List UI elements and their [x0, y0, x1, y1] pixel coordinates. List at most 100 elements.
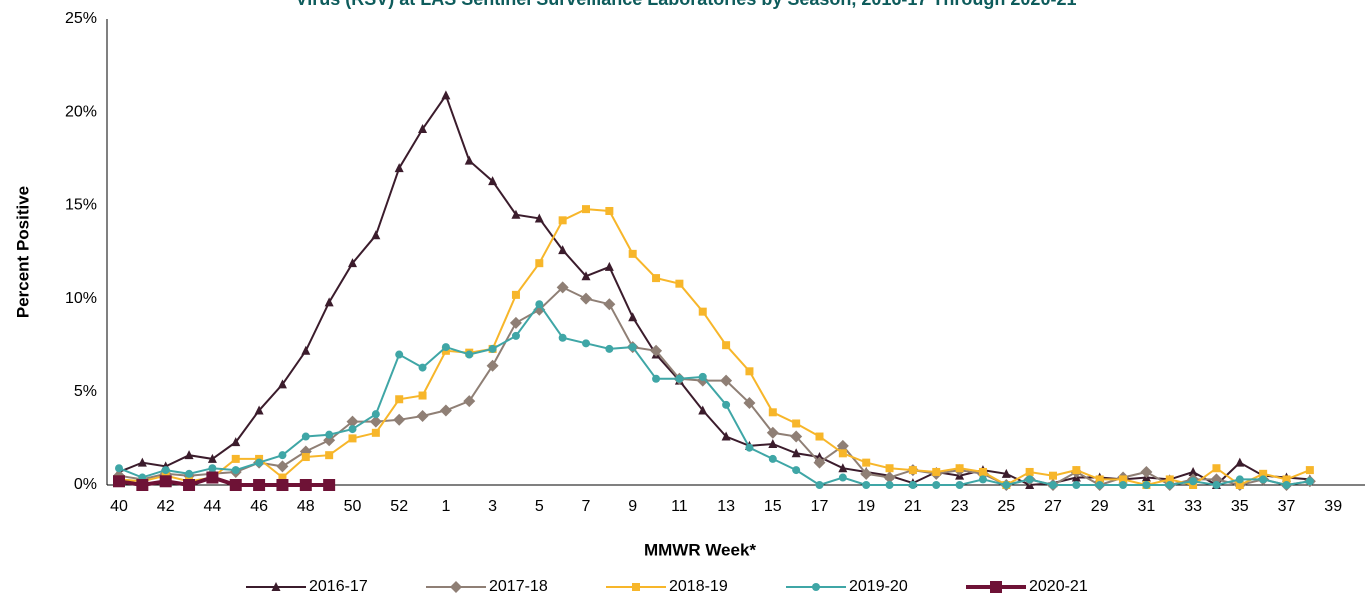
data-point: [348, 434, 357, 443]
data-point: [815, 481, 824, 489]
data-point: [1212, 464, 1221, 473]
data-point: [371, 230, 381, 240]
x-tick-label: 11: [671, 498, 688, 515]
data-point: [628, 343, 637, 352]
x-tick-label: 9: [628, 498, 637, 515]
data-point: [1305, 466, 1314, 475]
data-point: [278, 473, 287, 482]
data-point: [768, 438, 778, 448]
data-point: [558, 216, 567, 225]
data-point: [558, 333, 567, 342]
x-tick-label: 25: [997, 498, 1015, 515]
data-point: [628, 249, 637, 258]
data-point: [185, 469, 194, 478]
data-point: [766, 426, 779, 439]
data-point: [325, 430, 334, 439]
legend-label: 2019-20: [849, 578, 908, 595]
x-tick-label: 7: [582, 498, 591, 515]
data-point: [161, 466, 170, 475]
data-point: [393, 413, 406, 426]
data-point: [1142, 481, 1151, 489]
legend-label: 2017-18: [489, 578, 548, 595]
data-point: [324, 297, 334, 307]
data-point: [488, 176, 498, 186]
chart-title: Virus (RSV) at LAS Sentinel Surveillance…: [296, 0, 1077, 9]
x-tick-label: 19: [857, 498, 875, 515]
data-point: [277, 379, 287, 389]
data-point: [1001, 468, 1011, 478]
data-point: [792, 466, 801, 475]
data-point: [113, 475, 125, 488]
data-point: [1002, 481, 1011, 489]
data-point: [603, 298, 616, 311]
data-point: [932, 467, 941, 476]
data-point: [184, 450, 194, 460]
data-point: [1072, 481, 1081, 489]
data-point: [253, 479, 266, 491]
data-point: [885, 464, 894, 473]
data-point: [1259, 469, 1268, 478]
data-point: [395, 395, 404, 404]
x-tick-label: 5: [535, 498, 544, 515]
data-point: [838, 463, 848, 473]
data-point: [206, 471, 219, 484]
data-point: [745, 443, 754, 452]
data-point: [582, 205, 590, 214]
data-point: [791, 448, 801, 458]
data-point: [394, 163, 404, 173]
data-point: [698, 307, 707, 316]
data-point: [1119, 475, 1128, 484]
data-point: [1259, 475, 1268, 484]
data-point: [745, 367, 754, 376]
x-tick-label: 21: [904, 498, 922, 515]
data-point: [369, 415, 382, 428]
series-line: [118, 302, 1311, 487]
data-point: [720, 374, 733, 387]
data-point: [838, 473, 847, 482]
data-point: [535, 300, 544, 309]
data-point: [229, 479, 242, 491]
data-point: [862, 458, 871, 467]
data-point: [159, 475, 172, 488]
data-point: [346, 415, 359, 428]
x-tick-label: 1: [441, 498, 450, 515]
data-point: [276, 460, 289, 473]
x-tick-label: 39: [1324, 498, 1342, 515]
series-line: [118, 208, 1311, 487]
x-tick-label: 13: [717, 498, 735, 515]
data-point: [836, 439, 849, 452]
data-point: [932, 481, 941, 489]
legend-marker: [632, 583, 640, 591]
data-point: [1188, 466, 1198, 476]
x-tick-label: 29: [1091, 498, 1109, 515]
x-tick-label: 48: [297, 498, 315, 515]
data-point: [486, 359, 499, 372]
data-point: [254, 405, 264, 415]
data-point: [418, 363, 427, 372]
data-point: [722, 341, 731, 350]
data-point: [838, 449, 847, 458]
data-point: [299, 479, 312, 491]
x-tick-label: 52: [390, 498, 408, 515]
data-point: [675, 374, 684, 383]
y-tick-label: 10%: [65, 290, 97, 307]
data-point: [1119, 481, 1128, 489]
data-point: [348, 258, 357, 268]
x-tick-label: 50: [344, 498, 362, 515]
data-point: [511, 209, 521, 219]
data-point: [1282, 475, 1291, 484]
data-point: [301, 453, 310, 462]
data-point: [604, 261, 614, 271]
data-point: [955, 481, 964, 489]
y-axis-title: Percent Positive: [13, 186, 32, 318]
data-point: [558, 245, 568, 255]
data-point: [231, 437, 241, 447]
data-point: [439, 404, 452, 417]
series-line: [118, 286, 1311, 487]
x-tick-label: 27: [1044, 498, 1062, 515]
data-point: [136, 479, 149, 491]
data-point: [605, 344, 614, 353]
data-point: [441, 343, 450, 352]
data-point: [813, 456, 826, 469]
